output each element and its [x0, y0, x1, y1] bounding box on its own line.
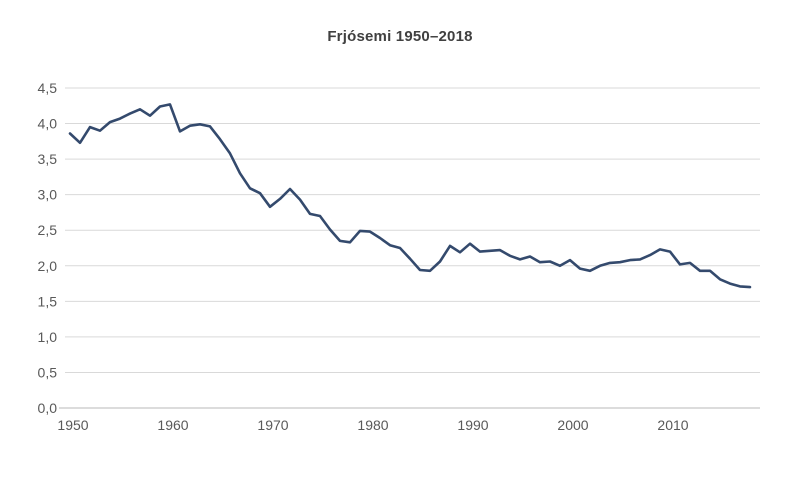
y-tick-label: 4,5 [38, 80, 58, 96]
y-tick-label: 1,5 [38, 293, 58, 309]
y-tick-label: 0,5 [38, 364, 58, 380]
x-tick-label: 1960 [157, 417, 188, 433]
y-tick-label: 2,0 [38, 258, 58, 274]
y-tick-label: 0,0 [38, 400, 58, 416]
y-tick-label: 3,5 [38, 151, 58, 167]
chart-title: Frjósemi 1950–2018 [327, 28, 473, 45]
x-tick-label: 1990 [457, 417, 488, 433]
y-tick-label: 3,0 [38, 187, 58, 203]
y-tick-label: 4,0 [38, 116, 58, 132]
x-tick-label: 2010 [657, 417, 688, 433]
y-tick-label: 2,5 [38, 222, 58, 238]
x-tick-label: 1950 [57, 417, 88, 433]
fertility-line [68, 103, 752, 289]
y-tick-label: 1,0 [38, 329, 58, 345]
x-tick-label: 1980 [357, 417, 388, 433]
x-tick-label: 1970 [257, 417, 288, 433]
x-tick-label: 2000 [557, 417, 588, 433]
